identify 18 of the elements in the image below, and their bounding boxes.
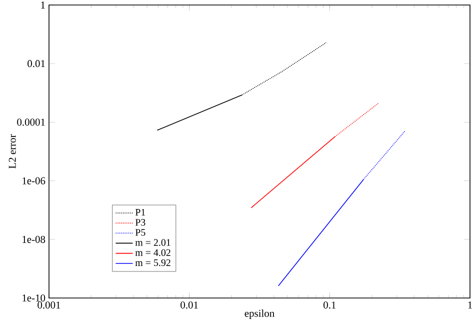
legend-label: m = 4.02 bbox=[135, 249, 170, 256]
y-tick-label: 0.01 bbox=[28, 60, 45, 68]
x-tick-label: 0.01 bbox=[180, 302, 198, 309]
y-tick-label: 0.0001 bbox=[17, 118, 45, 126]
legend-label: P3 bbox=[135, 219, 146, 226]
y-tick-label: 1e-10 bbox=[22, 294, 46, 302]
x-tick-label: 1 bbox=[468, 302, 472, 308]
y-tick-label: 1e-06 bbox=[22, 177, 46, 184]
legend-label: m = 5.92 bbox=[135, 259, 170, 266]
x-tick-label: 0.001 bbox=[38, 302, 60, 309]
legend-label: m = 2.01 bbox=[135, 239, 170, 246]
legend-label: P5 bbox=[135, 229, 146, 236]
y-tick-label: 1 bbox=[41, 2, 45, 8]
x-axis-title: epsilon bbox=[244, 310, 274, 319]
y-axis-title: L2 error bbox=[8, 134, 16, 168]
y-tick-label: 1e-08 bbox=[22, 236, 46, 243]
legend-label: P1 bbox=[135, 208, 146, 216]
x-tick-label: 0.1 bbox=[324, 302, 336, 309]
